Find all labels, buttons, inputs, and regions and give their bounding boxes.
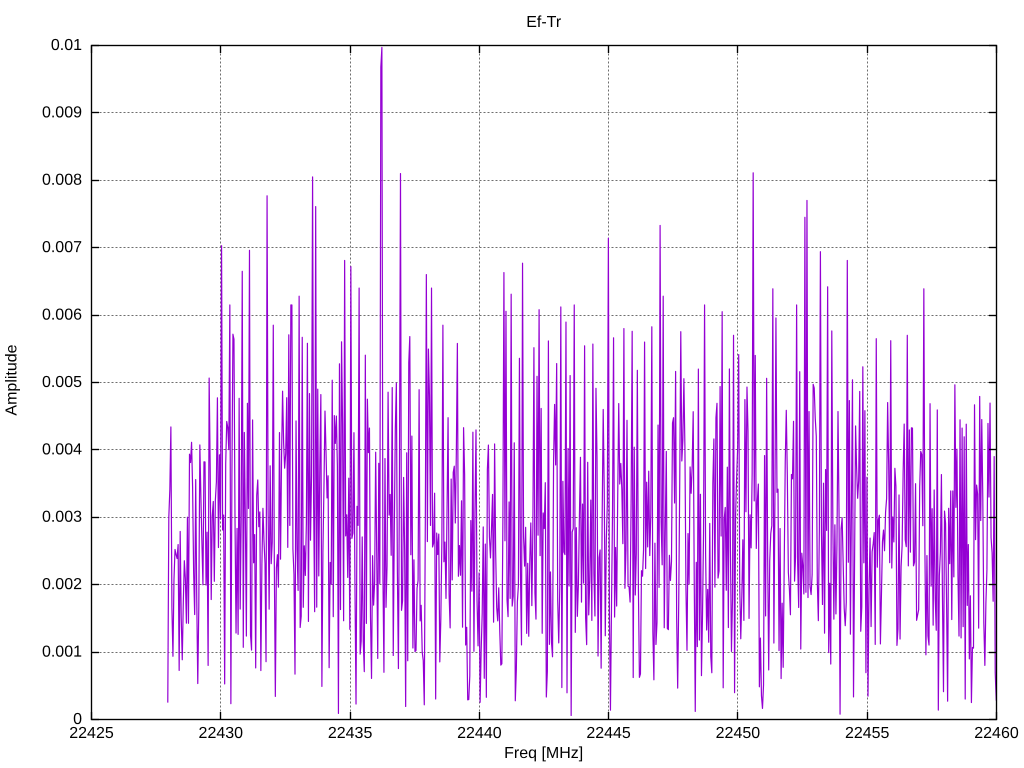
svg-text:0.008: 0.008 <box>42 172 82 189</box>
svg-text:Ef-Tr: Ef-Tr <box>526 14 562 31</box>
svg-text:22435: 22435 <box>328 725 373 742</box>
svg-text:22425: 22425 <box>69 725 114 742</box>
svg-text:22445: 22445 <box>586 725 631 742</box>
svg-text:22460: 22460 <box>974 725 1019 742</box>
svg-text:0.006: 0.006 <box>42 307 82 324</box>
svg-text:22455: 22455 <box>845 725 890 742</box>
svg-text:0.005: 0.005 <box>42 374 82 391</box>
svg-text:0.004: 0.004 <box>42 441 82 458</box>
svg-text:0.001: 0.001 <box>42 644 82 661</box>
svg-text:Freq [MHz]: Freq [MHz] <box>504 745 583 762</box>
svg-text:22430: 22430 <box>199 725 244 742</box>
svg-text:22450: 22450 <box>716 725 761 742</box>
svg-text:0: 0 <box>73 711 82 728</box>
svg-text:Amplitude: Amplitude <box>4 344 21 415</box>
svg-text:0.01: 0.01 <box>51 37 82 54</box>
svg-text:0.007: 0.007 <box>42 239 82 256</box>
svg-text:0.003: 0.003 <box>42 509 82 526</box>
svg-text:0.002: 0.002 <box>42 576 82 593</box>
svg-text:22440: 22440 <box>457 725 502 742</box>
svg-text:0.009: 0.009 <box>42 104 82 121</box>
